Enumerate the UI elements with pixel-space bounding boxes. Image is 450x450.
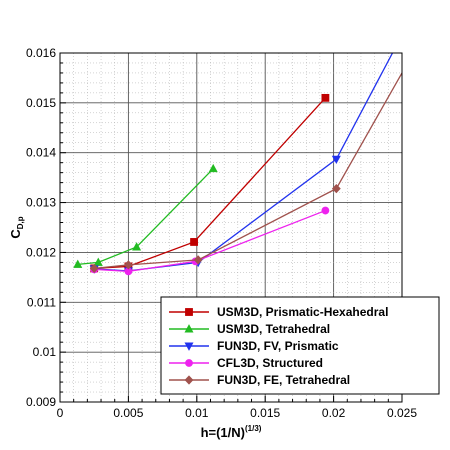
x-tick-label: 0.015 — [250, 406, 280, 420]
y-tick-label: 0.014 — [26, 146, 56, 160]
x-tick-label: 0.01 — [185, 406, 209, 420]
legend-label: CFL3D, Structured — [217, 356, 323, 370]
data-point — [331, 155, 341, 165]
grid — [60, 53, 402, 402]
x-axis-label: h=(1/N)(1/3) — [201, 424, 262, 440]
x-axis-label-main: h=(1/N) — [201, 425, 245, 440]
data-point — [208, 163, 218, 173]
x-tick-label: 0.02 — [322, 406, 346, 420]
legend-label: USM3D, Prismatic-Hexahedral — [217, 305, 388, 319]
data-point — [73, 259, 83, 268]
tick-labels: 0 0.005 0.01 0.015 0.02 0.025 0.009 0.01 0.011 0.… — [26, 46, 417, 420]
data-point — [193, 255, 203, 265]
legend: USM3D, Prismatic-Hexahedral USM3D, Tetrah… — [160, 296, 440, 395]
legend-entry: CFL3D, Structured — [169, 356, 323, 370]
legend-entry: USM3D, Prismatic-Hexahedral — [169, 305, 388, 319]
series-line — [77, 168, 214, 266]
x-tick-label: 0.005 — [113, 406, 143, 420]
x-tick-label: 0.025 — [387, 406, 417, 420]
data-point — [321, 206, 330, 215]
y-tick-label: 0.011 — [27, 295, 56, 309]
series-line — [94, 209, 326, 273]
axis-ticks — [59, 52, 403, 403]
y-axis-label: CD,p — [8, 216, 25, 238]
legend-marker — [184, 324, 194, 333]
data-point — [190, 238, 198, 246]
y-tick-label: 0.013 — [26, 196, 56, 210]
y-axis-label-main: C — [8, 229, 23, 239]
legend-label: FUN3D, FV, Prismatic — [217, 339, 339, 353]
y-tick-label: 0.01 — [33, 345, 57, 359]
legend-entry: USM3D, Tetrahedral — [169, 322, 330, 336]
x-tick-label: 0 — [57, 406, 64, 420]
legend-marker — [185, 359, 193, 367]
series-2 — [73, 163, 218, 268]
series-5 — [89, 72, 402, 274]
y-axis-label-sub: D,p — [16, 216, 25, 229]
y-tick-label: 0.015 — [26, 96, 56, 110]
x-axis-label-sup: (1/3) — [245, 424, 262, 433]
data-point — [132, 242, 142, 251]
y-tick-label: 0.012 — [26, 245, 56, 259]
data-point — [123, 260, 133, 270]
legend-marker — [184, 342, 194, 351]
legend-entry: FUN3D, FV, Prismatic — [169, 339, 339, 353]
data-point — [331, 183, 341, 194]
y-tick-label: 0.009 — [26, 395, 56, 409]
legend-label: FUN3D, FE, Tetrahedral — [217, 373, 350, 387]
series-line — [94, 97, 326, 270]
legend-entry: FUN3D, FE, Tetrahedral — [169, 373, 350, 387]
data-point — [89, 263, 99, 274]
legend-marker — [184, 375, 194, 385]
legend-marker — [185, 308, 193, 316]
data-point — [321, 93, 330, 102]
series-layer — [73, 53, 402, 276]
legend-label: USM3D, Tetrahedral — [217, 322, 330, 336]
plot-frame — [59, 52, 403, 403]
y-tick-label: 0.016 — [26, 46, 56, 60]
